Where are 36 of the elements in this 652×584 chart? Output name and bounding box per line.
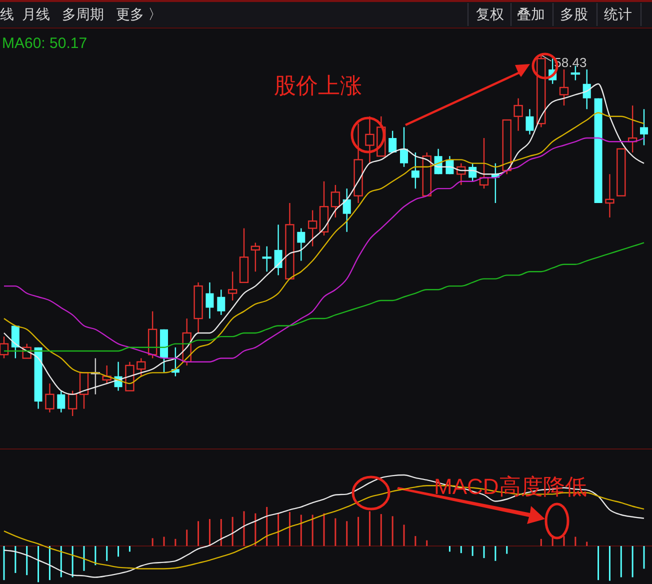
candlestick	[136, 358, 146, 377]
candlestick	[640, 108, 648, 146]
candlestick	[57, 390, 66, 413]
text: 叠加	[517, 6, 545, 22]
text: 复权	[476, 6, 504, 22]
candlestick	[526, 108, 534, 136]
text: 月线	[22, 6, 50, 22]
candlestick	[411, 152, 420, 190]
candlestick	[388, 130, 397, 154]
text: 多周期	[62, 6, 104, 22]
candlestick	[308, 210, 318, 247]
text: 线	[0, 6, 14, 22]
candlestick	[400, 126, 408, 168]
candlestick	[68, 390, 78, 417]
candlestick	[250, 242, 260, 272]
candlestick	[559, 68, 569, 106]
candlestick	[365, 116, 374, 164]
text: 多股	[560, 6, 588, 22]
text: MA60: 50.17	[2, 35, 88, 52]
candlestick	[514, 98, 523, 132]
annotation: 股价上涨	[274, 73, 362, 98]
text: 更多 〉	[116, 6, 162, 22]
candlestick	[274, 224, 282, 276]
candlestick	[217, 289, 226, 316]
candlestick	[342, 188, 351, 232]
candlestick	[228, 271, 238, 302]
candlestick	[262, 246, 272, 272]
candlestick	[45, 382, 54, 413]
candlestick	[330, 184, 340, 218]
candlestick	[0, 336, 9, 359]
candlestick	[582, 68, 591, 110]
candlestick	[11, 325, 20, 359]
candlestick	[605, 174, 614, 218]
text: 统计	[604, 6, 632, 22]
candlestick	[297, 228, 306, 262]
candlestick	[206, 282, 214, 320]
